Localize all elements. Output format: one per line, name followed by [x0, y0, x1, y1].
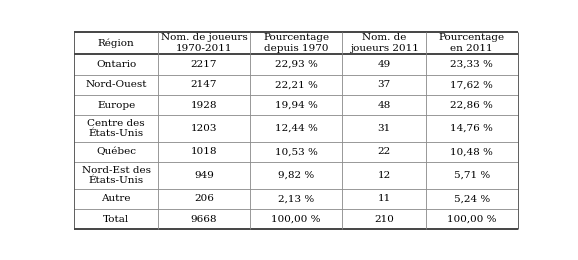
Text: 100,00 %: 100,00 %: [447, 215, 497, 224]
Text: 17,62 %: 17,62 %: [450, 80, 493, 89]
Text: 22: 22: [377, 147, 391, 157]
Text: Nord-Ouest: Nord-Ouest: [86, 80, 147, 89]
Text: Nord-Est des
États-Unis: Nord-Est des États-Unis: [81, 166, 151, 185]
Text: 14,76 %: 14,76 %: [450, 124, 493, 133]
Text: 5,71 %: 5,71 %: [454, 171, 490, 180]
Text: 5,24 %: 5,24 %: [454, 194, 490, 203]
Text: Pourcentage
depuis 1970: Pourcentage depuis 1970: [263, 33, 329, 53]
Text: Nom. de
joueurs 2011: Nom. de joueurs 2011: [350, 33, 418, 53]
Text: 11: 11: [377, 194, 391, 203]
Text: Région: Région: [98, 38, 135, 48]
Text: 22,21 %: 22,21 %: [275, 80, 318, 89]
Text: 48: 48: [377, 101, 391, 109]
Text: 2217: 2217: [191, 60, 217, 69]
Text: 37: 37: [377, 80, 391, 89]
Text: 2147: 2147: [191, 80, 217, 89]
Text: 22,93 %: 22,93 %: [275, 60, 318, 69]
Text: 12: 12: [377, 171, 391, 180]
Text: Total: Total: [103, 215, 129, 224]
Text: 10,53 %: 10,53 %: [275, 147, 318, 157]
Text: 2,13 %: 2,13 %: [278, 194, 314, 203]
Text: 22,86 %: 22,86 %: [450, 101, 493, 109]
Text: 206: 206: [194, 194, 214, 203]
Text: 1018: 1018: [191, 147, 217, 157]
Text: 12,44 %: 12,44 %: [275, 124, 318, 133]
Text: Europe: Europe: [97, 101, 135, 109]
Text: Nom. de joueurs
1970-2011: Nom. de joueurs 1970-2011: [161, 33, 247, 53]
Text: 1203: 1203: [191, 124, 217, 133]
Text: 210: 210: [374, 215, 394, 224]
Text: 19,94 %: 19,94 %: [275, 101, 318, 109]
Text: 31: 31: [377, 124, 391, 133]
Text: 949: 949: [194, 171, 214, 180]
Text: 23,33 %: 23,33 %: [450, 60, 493, 69]
Text: 1928: 1928: [191, 101, 217, 109]
Text: 10,48 %: 10,48 %: [450, 147, 493, 157]
Text: Autre: Autre: [101, 194, 131, 203]
Text: 9,82 %: 9,82 %: [278, 171, 314, 180]
Text: Pourcentage
en 2011: Pourcentage en 2011: [439, 33, 505, 53]
Text: 9668: 9668: [191, 215, 217, 224]
Text: Québec: Québec: [96, 147, 136, 157]
Text: 100,00 %: 100,00 %: [272, 215, 321, 224]
Text: Centre des
États-Unis: Centre des États-Unis: [87, 119, 145, 138]
Text: Ontario: Ontario: [96, 60, 136, 69]
Text: 49: 49: [377, 60, 391, 69]
